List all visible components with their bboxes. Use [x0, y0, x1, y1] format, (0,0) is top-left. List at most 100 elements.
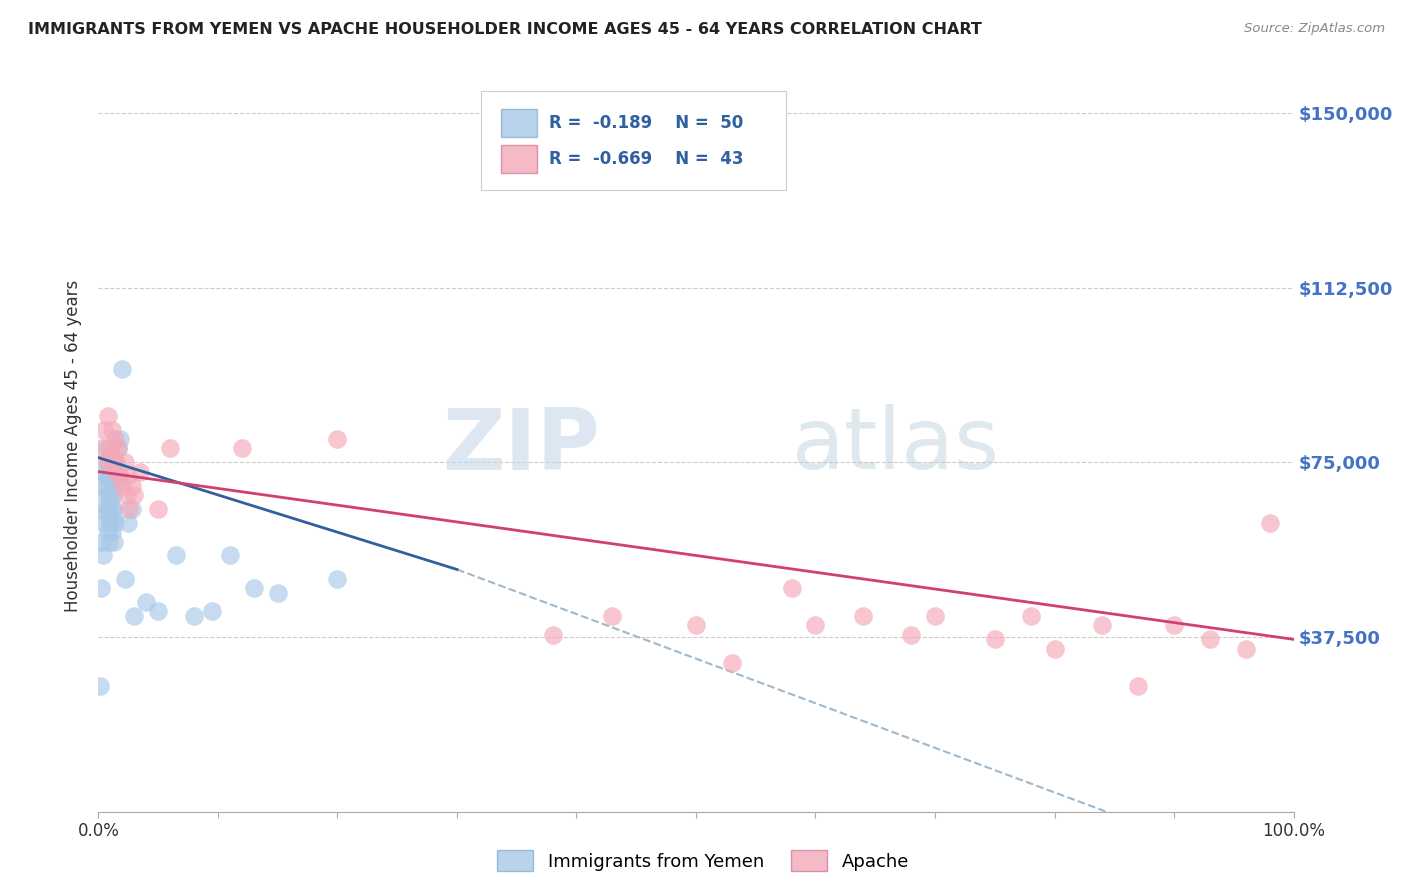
Text: IMMIGRANTS FROM YEMEN VS APACHE HOUSEHOLDER INCOME AGES 45 - 64 YEARS CORRELATIO: IMMIGRANTS FROM YEMEN VS APACHE HOUSEHOL…: [28, 22, 981, 37]
Point: [267, 586, 290, 600]
Point: [1163, 618, 1185, 632]
Point: [97, 469, 120, 483]
Point: [94, 442, 117, 456]
Point: [94, 469, 117, 483]
Point: [105, 455, 128, 469]
Point: [94, 488, 117, 502]
Point: [135, 595, 157, 609]
FancyBboxPatch shape: [501, 145, 537, 173]
Point: [165, 549, 187, 563]
Point: [721, 656, 744, 670]
Point: [1199, 632, 1222, 647]
Point: [121, 502, 143, 516]
Point: [96, 455, 118, 469]
Point: [111, 478, 134, 492]
Point: [98, 516, 122, 530]
Point: [984, 632, 1007, 647]
Point: [118, 502, 141, 516]
Point: [97, 525, 120, 540]
Point: [98, 450, 121, 465]
Point: [107, 442, 129, 456]
Point: [101, 511, 124, 525]
Point: [101, 450, 124, 465]
Point: [104, 516, 127, 530]
Point: [93, 516, 115, 530]
Point: [105, 465, 128, 479]
Point: [780, 581, 803, 595]
Text: R =  -0.189    N =  50: R = -0.189 N = 50: [548, 113, 744, 132]
Point: [117, 516, 139, 530]
Point: [114, 455, 136, 469]
Point: [104, 432, 127, 446]
Point: [100, 478, 122, 492]
Point: [326, 572, 349, 586]
Point: [89, 679, 111, 693]
Text: R =  -0.669    N =  43: R = -0.669 N = 43: [548, 150, 744, 169]
Point: [100, 502, 122, 516]
Point: [96, 478, 118, 492]
Point: [96, 455, 118, 469]
Point: [1091, 618, 1114, 632]
Point: [104, 478, 127, 492]
Point: [114, 572, 136, 586]
Point: [91, 478, 114, 492]
Point: [100, 525, 122, 540]
Point: [159, 442, 181, 456]
Point: [97, 502, 120, 516]
Text: Source: ZipAtlas.com: Source: ZipAtlas.com: [1244, 22, 1385, 36]
Point: [117, 469, 139, 483]
FancyBboxPatch shape: [501, 109, 537, 136]
Point: [91, 502, 114, 516]
Point: [900, 628, 922, 642]
Point: [1043, 641, 1066, 656]
Point: [924, 609, 946, 624]
Point: [111, 362, 134, 376]
Point: [90, 581, 112, 595]
Y-axis label: Householder Income Ages 45 - 64 years: Householder Income Ages 45 - 64 years: [65, 280, 83, 612]
Point: [93, 465, 115, 479]
Point: [148, 502, 170, 516]
Point: [1019, 609, 1042, 624]
Text: ZIP: ZIP: [443, 404, 600, 488]
Point: [1258, 516, 1281, 530]
Point: [93, 423, 115, 437]
Point: [91, 534, 114, 549]
Point: [183, 609, 205, 624]
Point: [121, 478, 143, 492]
Point: [101, 488, 124, 502]
Point: [115, 488, 138, 502]
Point: [97, 409, 120, 423]
Point: [103, 534, 125, 549]
Point: [98, 488, 121, 502]
Point: [541, 628, 564, 642]
Point: [96, 502, 118, 516]
Point: [148, 604, 170, 618]
Point: [1128, 679, 1150, 693]
Point: [98, 492, 122, 507]
Point: [103, 455, 125, 469]
Point: [91, 442, 114, 456]
Point: [852, 609, 875, 624]
Point: [602, 609, 624, 624]
Point: [107, 442, 129, 456]
Point: [804, 618, 827, 632]
Point: [103, 502, 125, 516]
Point: [326, 432, 349, 446]
Point: [98, 465, 122, 479]
Point: [98, 534, 121, 549]
FancyBboxPatch shape: [481, 91, 786, 190]
Point: [129, 465, 152, 479]
Point: [231, 442, 253, 456]
Point: [124, 488, 146, 502]
Point: [108, 432, 131, 446]
Point: [91, 549, 114, 563]
Point: [100, 423, 122, 437]
Point: [124, 609, 146, 624]
Point: [243, 581, 266, 595]
Point: [107, 469, 129, 483]
Point: [685, 618, 707, 632]
Legend: Immigrants from Yemen, Apache: Immigrants from Yemen, Apache: [489, 843, 917, 879]
Text: atlas: atlas: [792, 404, 1000, 488]
Point: [98, 511, 121, 525]
Point: [108, 469, 131, 483]
